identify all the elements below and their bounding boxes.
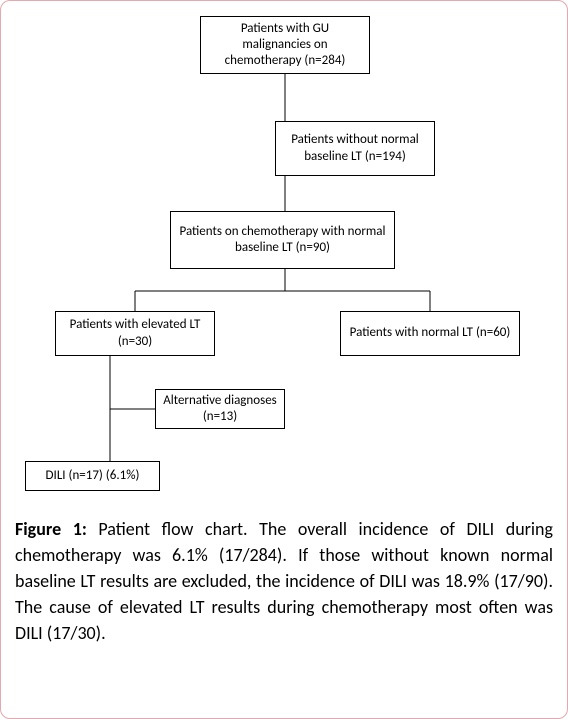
- flow-node-n5: Patients with normal LT (n=60): [340, 311, 520, 356]
- flow-node-n4: Patients with elevated LT (n=30): [55, 311, 215, 356]
- flow-node-n7: DILI (n=17) (6.1%): [25, 461, 160, 491]
- figure-caption: Figure 1: Patient flow chart. The overal…: [15, 516, 553, 646]
- figure-label: Figure 1:: [15, 518, 87, 540]
- figure-caption-text: Patient flow chart. The overall incidenc…: [15, 518, 553, 644]
- flow-node-n6: Alternative diagnoses (n=13): [155, 389, 285, 429]
- figure-container: Patients with GU malignancies on chemoth…: [0, 0, 568, 719]
- flow-node-n3: Patients on chemotherapy with normal bas…: [170, 211, 395, 269]
- flow-node-n1: Patients with GU malignancies on chemoth…: [200, 16, 370, 74]
- flow-node-n2: Patients without normal baseline LT (n=1…: [275, 121, 435, 176]
- flowchart-canvas: Patients with GU malignancies on chemoth…: [15, 11, 555, 506]
